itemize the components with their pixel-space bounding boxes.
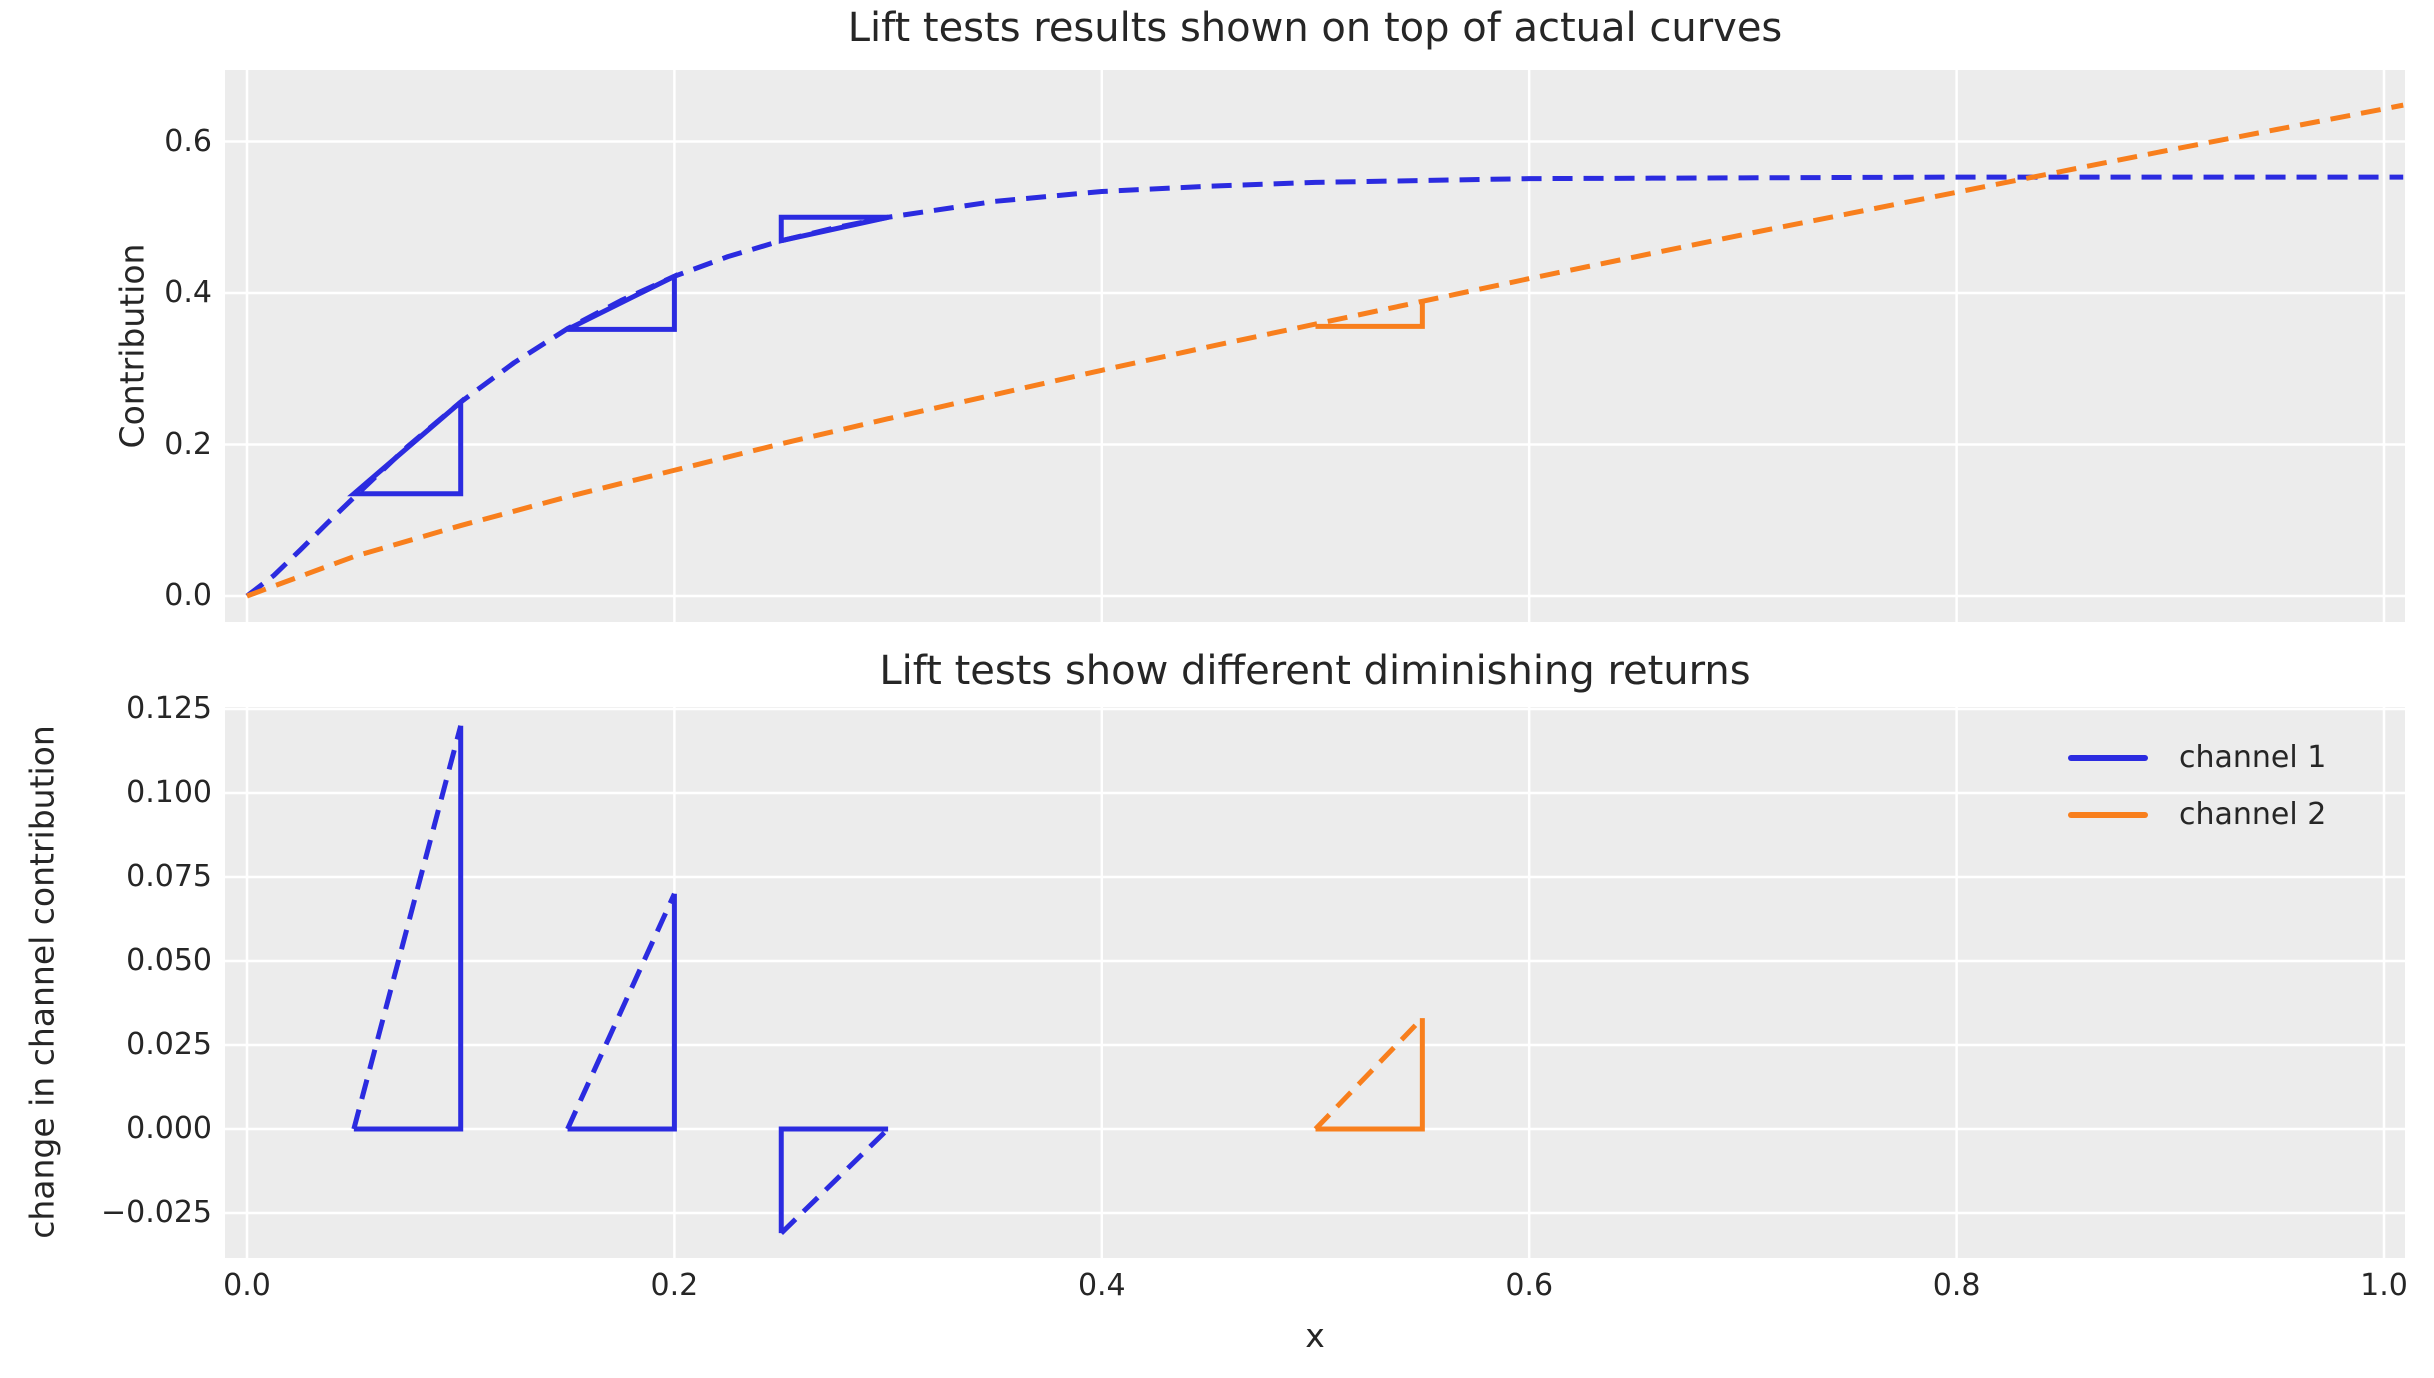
- tick-label: 0.075: [126, 859, 212, 894]
- tick-label: 0.6: [1505, 1268, 1554, 1303]
- legend-label: channel 2: [2179, 797, 2327, 832]
- lift-triangle-hypotenuse: [779, 1127, 890, 1235]
- legend-line-swatch: [2068, 811, 2148, 818]
- lift-triangle-legs: [778, 1126, 889, 1234]
- lift-test-markers: [347, 214, 1425, 1235]
- tick-label: −0.025: [100, 1195, 212, 1230]
- response-curves: [245, 102, 2404, 599]
- lift-triangle-legs: [567, 893, 677, 1132]
- lift-triangle-hypotenuse: [1313, 1016, 1425, 1131]
- lift-test-marker: [347, 396, 464, 497]
- axes-backgrounds: [225, 70, 2405, 1258]
- lift-triangle-legs: [353, 725, 464, 1132]
- lift-test-marker: [566, 272, 677, 332]
- lift-triangle-hypotenuse: [565, 892, 677, 1131]
- legend-entry: channel 2: [2062, 786, 2326, 843]
- tick-label: 0.4: [1077, 1268, 1126, 1303]
- x-axis-label: x: [1305, 1316, 1325, 1355]
- lift-triangle-legs: [1315, 1018, 1425, 1132]
- lift-test-marker: [778, 214, 889, 244]
- tick-label: 0.2: [650, 1268, 699, 1303]
- bottom-chart-title: Lift tests show different diminishing re…: [879, 648, 1751, 694]
- top-axes-background: [225, 70, 2405, 622]
- tick-label: 0.8: [1932, 1268, 1981, 1303]
- tick-label: 0.2: [164, 426, 212, 462]
- tick-label: 0.6: [164, 123, 212, 159]
- channel-1-curve: [245, 174, 2404, 598]
- tick-label: 0.000: [126, 1111, 212, 1146]
- lift-test-marker: [1315, 301, 1425, 329]
- tick-label: 0.0: [164, 578, 212, 613]
- lift-triangle-hypotenuse: [351, 725, 464, 1130]
- tick-label: 0.025: [126, 1027, 212, 1062]
- channel-2-curve: [246, 102, 2404, 599]
- tick-label: 0.050: [126, 943, 212, 978]
- legend-entry: channel 1: [2062, 729, 2326, 786]
- gridlines: [225, 70, 2405, 1258]
- top-chart-title: Lift tests results shown on top of actua…: [847, 5, 1783, 51]
- legend-line-swatch: [2068, 754, 2148, 761]
- legend-label: channel 1: [2179, 740, 2327, 775]
- top-y-axis-label: Contribution: [112, 243, 152, 449]
- tick-label: 0.100: [126, 775, 212, 810]
- tick-label: 0.0: [223, 1268, 271, 1303]
- legend: channel 1 channel 2: [2062, 729, 2326, 843]
- tick-label: 1.0: [2360, 1268, 2408, 1303]
- bottom-axes-background: [225, 707, 2405, 1258]
- tick-label: 0.4: [164, 275, 212, 310]
- tick-label: 0.125: [126, 691, 212, 726]
